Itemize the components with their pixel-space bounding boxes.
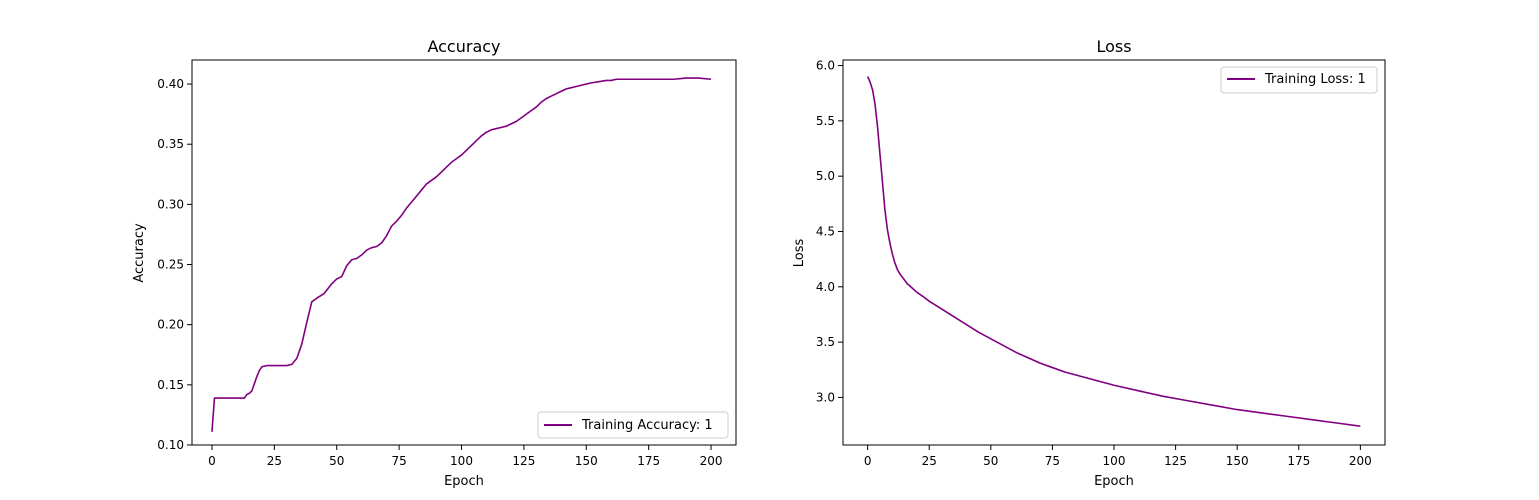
loss-title: Loss: [1096, 37, 1131, 56]
loss-subplot: Loss Epoch Loss 0 25 50 75 100 125 150 175 200 3.…: [792, 37, 1386, 489]
accuracy-ytick-label: 0.35: [157, 137, 184, 151]
accuracy-ytick-label: 0.25: [157, 258, 184, 272]
accuracy-title: Accuracy: [427, 37, 500, 56]
accuracy-ticks: 0 25 50 75 100 125 150 175 200 0.10 0.15 0.20 0.25 0.…: [157, 77, 722, 468]
loss-xtick-label: 50: [983, 454, 998, 468]
loss-xtick-label: 125: [1164, 454, 1187, 468]
loss-xtick-label: 175: [1287, 454, 1310, 468]
loss-xtick-label: 150: [1226, 454, 1249, 468]
accuracy-ylabel: Accuracy: [132, 223, 147, 283]
loss-xlabel: Epoch: [1094, 474, 1134, 489]
accuracy-ytick-label: 0.20: [157, 318, 184, 332]
accuracy-xtick-label: 25: [267, 454, 282, 468]
loss-ytick-label: 4.0: [816, 280, 835, 294]
loss-xtick-label: 200: [1349, 454, 1372, 468]
loss-xtick-label: 75: [1045, 454, 1060, 468]
accuracy-xtick-label: 200: [700, 454, 723, 468]
accuracy-legend: Training Accuracy: 1: [537, 411, 729, 439]
loss-ytick-label: 5.0: [816, 169, 835, 183]
accuracy-xtick-label: 75: [391, 454, 406, 468]
loss-legend: Training Loss: 1: [1220, 66, 1378, 94]
accuracy-axes-frame: [191, 59, 737, 446]
accuracy-xtick-label: 100: [450, 454, 473, 468]
accuracy-xtick-label: 0: [208, 454, 216, 468]
accuracy-ytick-label: 0.15: [157, 378, 184, 392]
accuracy-series: [211, 77, 712, 432]
accuracy-legend-box: [537, 411, 729, 439]
loss-axes-frame: [842, 59, 1386, 446]
loss-legend-box: [1220, 66, 1378, 94]
accuracy-ytick-label: 0.30: [157, 197, 184, 211]
loss-ylabel: Loss: [792, 239, 807, 268]
accuracy-ytick-label: 0.40: [157, 77, 184, 91]
loss-xtick-label: 0: [864, 454, 872, 468]
loss-series: [866, 76, 1361, 427]
accuracy-subplot: Accuracy Epoch Accuracy 0 25 50 75 100 125 150…: [132, 37, 737, 489]
accuracy-xlabel: Epoch: [444, 474, 484, 489]
loss-ytick-label: 6.0: [816, 59, 835, 73]
accuracy-xtick-label: 50: [329, 454, 344, 468]
accuracy-ytick-label: 0.10: [157, 438, 184, 452]
accuracy-legend-label: Training Accuracy: 1: [581, 418, 713, 433]
loss-ytick-label: 4.5: [816, 224, 835, 238]
loss-ytick-label: 3.5: [816, 335, 835, 349]
accuracy-series-line: [211, 77, 712, 432]
loss-legend-label: Training Loss: 1: [1264, 72, 1366, 87]
loss-series-line: [866, 76, 1361, 427]
accuracy-xtick-label: 125: [512, 454, 535, 468]
loss-xtick-label: 100: [1103, 454, 1126, 468]
loss-xtick-label: 25: [922, 454, 937, 468]
loss-ytick-label: 3.0: [816, 390, 835, 404]
accuracy-xtick-label: 150: [575, 454, 598, 468]
loss-ytick-label: 5.5: [816, 114, 835, 128]
accuracy-xtick-label: 175: [637, 454, 660, 468]
loss-ticks: 0 25 50 75 100 125 150 175 200 3.0 3.5 4.0 4.5 5.0 5.5…: [816, 59, 1372, 468]
